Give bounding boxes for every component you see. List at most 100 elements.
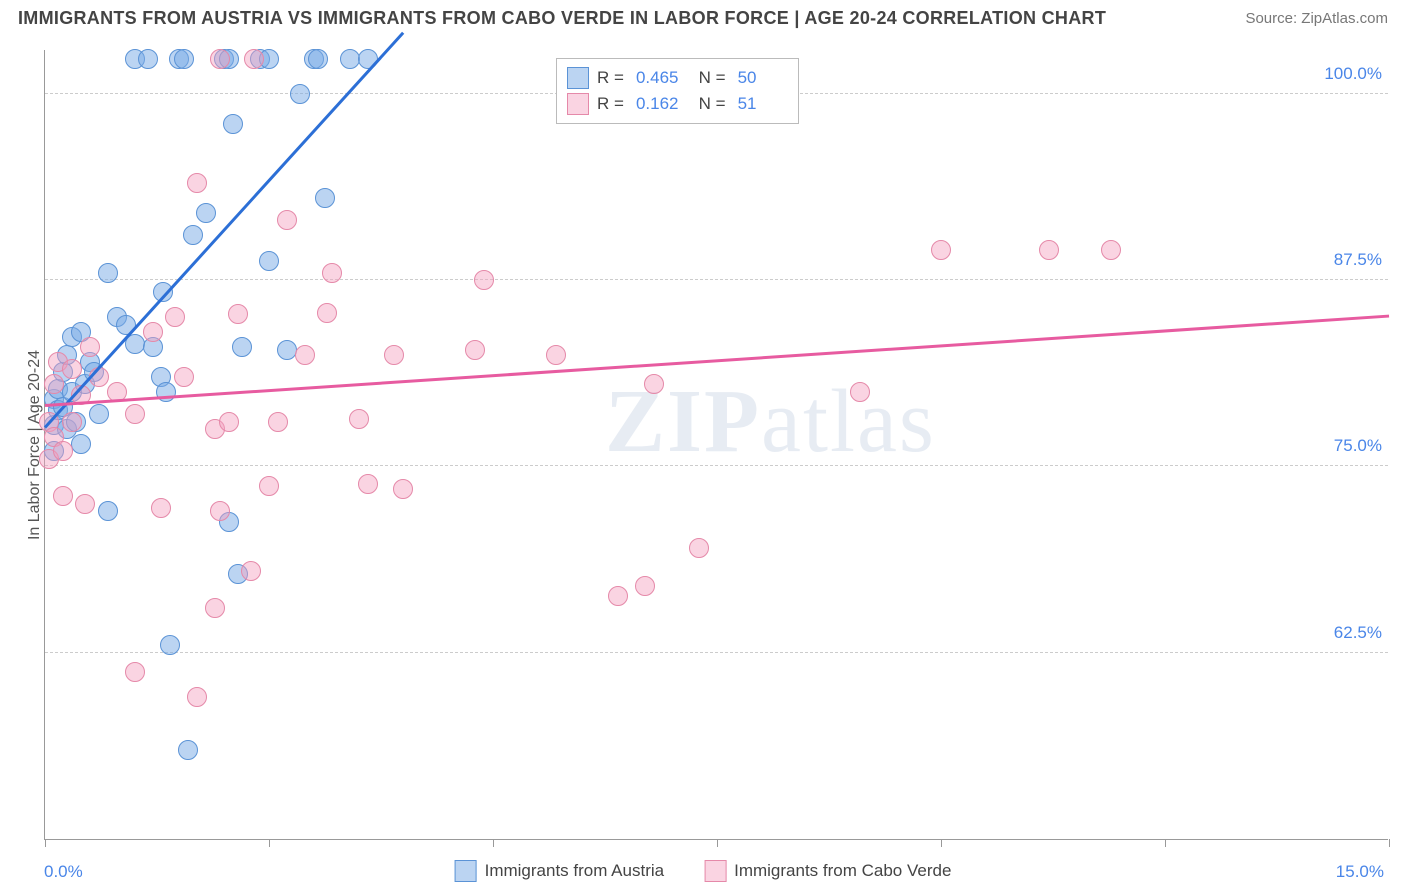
x-tick	[1165, 839, 1166, 847]
data-point	[1101, 240, 1121, 260]
y-tick-label: 100.0%	[1324, 64, 1382, 84]
data-point	[295, 345, 315, 365]
regression-line	[45, 314, 1389, 406]
data-point	[268, 412, 288, 432]
data-point	[223, 114, 243, 134]
data-point	[89, 404, 109, 424]
data-point	[219, 412, 239, 432]
data-point	[931, 240, 951, 260]
data-point	[165, 307, 185, 327]
data-point	[174, 49, 194, 69]
data-point	[384, 345, 404, 365]
x-tick	[941, 839, 942, 847]
legend-item: Immigrants from Cabo Verde	[704, 860, 951, 882]
data-point	[474, 270, 494, 290]
data-point	[143, 322, 163, 342]
legend-bottom: Immigrants from Austria Immigrants from C…	[455, 860, 952, 882]
regression-line	[44, 32, 405, 429]
data-point	[210, 49, 230, 69]
data-point	[349, 409, 369, 429]
data-point	[308, 49, 328, 69]
chart-title: IMMIGRANTS FROM AUSTRIA VS IMMIGRANTS FR…	[18, 8, 1106, 29]
data-point	[205, 598, 225, 618]
x-tick	[269, 839, 270, 847]
data-point	[277, 210, 297, 230]
legend-n-value: 51	[738, 94, 788, 114]
legend-swatch	[455, 860, 477, 882]
data-point	[151, 498, 171, 518]
data-point	[62, 359, 82, 379]
data-point	[689, 538, 709, 558]
x-tick	[1389, 839, 1390, 847]
data-point	[98, 263, 118, 283]
data-point	[608, 586, 628, 606]
data-point	[644, 374, 664, 394]
data-point	[210, 501, 230, 521]
legend-row: R = 0.465 N = 50	[567, 65, 788, 91]
gridline	[45, 279, 1388, 280]
data-point	[317, 303, 337, 323]
legend-n-label: N =	[694, 68, 726, 88]
data-point	[80, 337, 100, 357]
legend-row: R =0.162 N =51	[567, 91, 788, 117]
data-point	[290, 84, 310, 104]
data-point	[850, 382, 870, 402]
data-point	[259, 251, 279, 271]
data-point	[241, 561, 261, 581]
data-point	[546, 345, 566, 365]
data-point	[1039, 240, 1059, 260]
data-point	[174, 367, 194, 387]
legend-n-value: 50	[738, 68, 788, 88]
data-point	[277, 340, 297, 360]
data-point	[187, 687, 207, 707]
data-point	[44, 374, 64, 394]
legend-n-label: N =	[694, 94, 726, 114]
data-point	[98, 501, 118, 521]
y-axis-title: In Labor Force | Age 20-24	[26, 349, 44, 539]
data-point	[125, 662, 145, 682]
data-point	[232, 337, 252, 357]
legend-r-value: 0.465	[636, 68, 686, 88]
data-point	[71, 434, 91, 454]
gridline	[45, 652, 1388, 653]
data-point	[62, 412, 82, 432]
data-point	[75, 494, 95, 514]
data-point	[187, 173, 207, 193]
data-point	[228, 304, 248, 324]
source-label: Source: ZipAtlas.com	[1245, 10, 1388, 27]
x-tick	[45, 839, 46, 847]
data-point	[196, 203, 216, 223]
x-axis-max-label: 15.0%	[1336, 862, 1384, 882]
data-point	[635, 576, 655, 596]
legend-item: Immigrants from Austria	[455, 860, 665, 882]
data-point	[393, 479, 413, 499]
data-point	[465, 340, 485, 360]
data-point	[183, 225, 203, 245]
legend-swatch	[567, 93, 589, 115]
legend-correlation: R = 0.465 N = 50R = 0.162 N = 51	[556, 58, 799, 124]
legend-r-value: 0.162	[636, 94, 686, 114]
data-point	[178, 740, 198, 760]
legend-label: Immigrants from Austria	[485, 861, 665, 881]
data-point	[244, 49, 264, 69]
scatter-chart: ZIPatlas In Labor Force | Age 20-24 62.5…	[44, 50, 1388, 840]
data-point	[259, 476, 279, 496]
data-point	[315, 188, 335, 208]
x-tick	[717, 839, 718, 847]
x-axis-min-label: 0.0%	[44, 862, 83, 882]
legend-r-label: R =	[597, 68, 624, 88]
legend-swatch	[704, 860, 726, 882]
data-point	[125, 404, 145, 424]
data-point	[160, 635, 180, 655]
data-point	[358, 474, 378, 494]
legend-label: Immigrants from Cabo Verde	[734, 861, 951, 881]
y-tick-label: 75.0%	[1334, 436, 1382, 456]
x-tick	[493, 839, 494, 847]
data-point	[53, 441, 73, 461]
data-point	[53, 486, 73, 506]
data-point	[138, 49, 158, 69]
y-tick-label: 87.5%	[1334, 250, 1382, 270]
gridline	[45, 465, 1388, 466]
y-tick-label: 62.5%	[1334, 623, 1382, 643]
legend-swatch	[567, 67, 589, 89]
